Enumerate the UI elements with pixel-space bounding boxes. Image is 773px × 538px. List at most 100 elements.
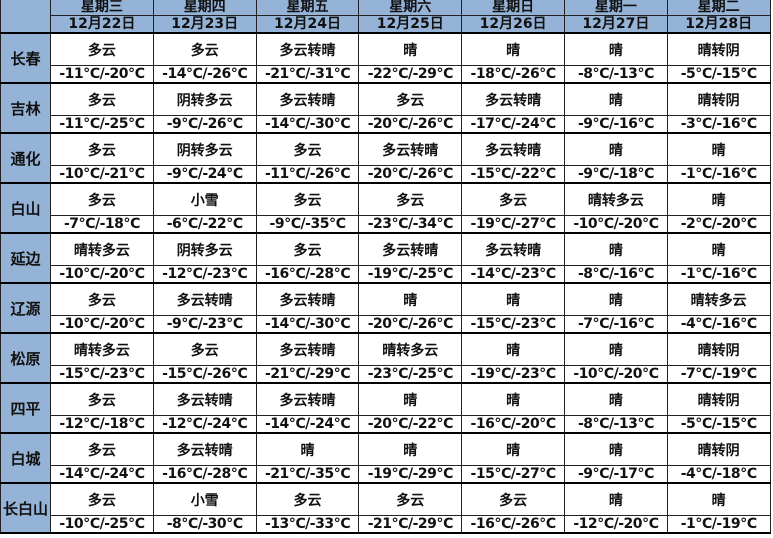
temperature-range-cell: -12℃/-20℃	[563, 515, 668, 534]
corner-cell	[0, 0, 51, 34]
weekday-header: 星期一	[563, 0, 668, 16]
date-header: 12月26日	[461, 15, 565, 34]
weekday-header: 星期六	[358, 0, 463, 16]
temperature-range-cell: -16℃/-20℃	[461, 415, 565, 434]
temperature-range-cell: -21℃/-35℃	[255, 465, 360, 484]
city-name: 吉林	[0, 82, 51, 134]
temperature-range-cell: -20℃/-26℃	[358, 315, 463, 334]
temperature-range-cell: -23℃/-25℃	[358, 365, 463, 384]
temperature-range-cell: -10℃/-21℃	[50, 165, 154, 184]
temperature-range-cell: -3℃/-16℃	[666, 115, 771, 134]
weather-condition-cell: 阴转多云	[152, 132, 257, 166]
weather-condition-cell: 晴转多云	[50, 332, 154, 366]
weather-condition-cell: 多云	[461, 482, 565, 516]
temperature-range-cell: -14℃/-24℃	[255, 415, 360, 434]
temperature-range-cell: -19℃/-23℃	[461, 365, 565, 384]
weather-condition-cell: 阴转多云	[152, 82, 257, 116]
temperature-row: -12℃/-18℃ -12℃/-24℃ -14℃/-24℃ -20℃/-22℃ -16℃…	[1, 415, 771, 434]
temperature-range-cell: -10℃/-25℃	[50, 515, 154, 534]
weather-condition-cell: 晴	[666, 132, 771, 166]
date-header: 12月23日	[152, 15, 257, 34]
date-header: 12月28日	[666, 15, 771, 34]
weather-condition-cell: 晴	[666, 182, 771, 216]
date-header: 12月27日	[563, 15, 668, 34]
weather-condition-cell: 晴	[358, 282, 463, 316]
temperature-range-cell: -11℃/-20℃	[50, 65, 154, 84]
weather-row: 延边 晴转多云 阴转多云 多云 多云转晴 多云转晴晴晴	[0, 232, 771, 284]
temperature-range-cell: -2℃/-20℃	[666, 215, 771, 234]
temperature-range-cell: -21℃/-29℃	[255, 365, 360, 384]
weather-condition-cell: 多云	[255, 182, 360, 216]
weather-condition-cell: 晴转多云	[358, 332, 463, 366]
temperature-range-cell: -7℃/-16℃	[563, 315, 668, 334]
weather-row: 长春 多云 多云 多云转晴晴晴晴晴转阴	[0, 32, 771, 84]
temperature-row: -15℃/-23℃ -15℃/-26℃ -21℃/-29℃ -23℃/-25℃ -19℃…	[1, 365, 771, 384]
weekday-header: 星期五	[255, 0, 360, 16]
city-name: 长春	[0, 32, 51, 84]
weather-condition-cell: 晴	[461, 332, 565, 366]
weather-condition-cell: 晴	[461, 282, 565, 316]
temperature-range-cell: -19℃/-29℃	[358, 465, 463, 484]
city-name: 延边	[0, 232, 51, 284]
temperature-range-cell: -20℃/-26℃	[358, 115, 463, 134]
temperature-range-cell: -14℃/-26℃	[152, 65, 257, 84]
temperature-range-cell: -1℃/-16℃	[666, 265, 771, 284]
temperature-range-cell: -1℃/-19℃	[666, 515, 771, 534]
weather-condition-cell: 多云	[50, 382, 154, 416]
temperature-range-cell: -10℃/-20℃	[50, 265, 154, 284]
weekday-header: 星期三	[50, 0, 154, 16]
temperature-range-cell: -4℃/-18℃	[666, 465, 771, 484]
city-name: 白城	[0, 432, 51, 484]
temperature-range-cell: -14℃/-30℃	[255, 115, 360, 134]
weather-condition-cell: 晴	[358, 32, 463, 66]
date-header: 12月24日	[255, 15, 360, 34]
weather-condition-cell: 晴	[563, 282, 668, 316]
weather-condition-cell: 多云	[50, 132, 154, 166]
weather-condition-cell: 多云转晴	[358, 132, 463, 166]
weather-condition-cell: 多云	[358, 82, 463, 116]
temperature-range-cell: -16℃/-26℃	[461, 515, 565, 534]
weather-condition-cell: 晴转阴	[666, 432, 771, 466]
temperature-range-cell: -15℃/-22℃	[461, 165, 565, 184]
weather-condition-cell: 多云转晴	[152, 282, 257, 316]
temperature-range-cell: -9℃/-17℃	[563, 465, 668, 484]
weather-condition-cell: 多云	[358, 482, 463, 516]
weather-row: 白山 多云 小雪 多云 多云 多云 晴转多云晴	[0, 182, 771, 234]
temperature-range-cell: -9℃/-24℃	[152, 165, 257, 184]
weather-condition-cell: 小雪	[152, 182, 257, 216]
weather-condition-cell: 多云	[152, 32, 257, 66]
temperature-range-cell: -15℃/-27℃	[461, 465, 565, 484]
weather-condition-cell: 多云	[50, 282, 154, 316]
weather-condition-cell: 晴	[666, 232, 771, 266]
temperature-range-cell: -14℃/-24℃	[50, 465, 154, 484]
temperature-range-cell: -10℃/-20℃	[563, 365, 668, 384]
temperature-range-cell: -21℃/-31℃	[255, 65, 360, 84]
weather-condition-cell: 晴转阴	[666, 82, 771, 116]
temperature-range-cell: -5℃/-15℃	[666, 415, 771, 434]
weather-condition-cell: 晴转多云	[50, 232, 154, 266]
temperature-range-cell: -20℃/-22℃	[358, 415, 463, 434]
temperature-row: -11℃/-25℃ -9℃/-26℃ -14℃/-30℃ -20℃/-26℃ -17℃/…	[1, 115, 771, 134]
weather-row: 白城 多云 多云转晴晴晴晴晴晴转阴	[0, 432, 771, 484]
weather-row: 松原 晴转多云 多云 多云转晴 晴转多云晴晴晴转阴	[0, 332, 771, 384]
temperature-row: -10℃/-25℃ -8℃/-30℃ -13℃/-33℃ -21℃/-29℃ -16℃/…	[1, 515, 771, 534]
weather-row: 辽源 多云 多云转晴 多云转晴晴晴晴晴转多云	[0, 282, 771, 334]
weekday-header: 星期二	[666, 0, 771, 16]
temperature-range-cell: -9℃/-16℃	[563, 115, 668, 134]
weather-condition-cell: 多云	[50, 32, 154, 66]
temperature-row: -10℃/-20℃ -12℃/-23℃ -16℃/-28℃ -19℃/-25℃ -14℃…	[1, 265, 771, 284]
temperature-range-cell: -12℃/-24℃	[152, 415, 257, 434]
temperature-range-cell: -14℃/-30℃	[255, 315, 360, 334]
weather-row: 吉林 多云 阴转多云 多云转晴 多云 多云转晴晴晴转阴	[0, 82, 771, 134]
temperature-range-cell: -10℃/-20℃	[563, 215, 668, 234]
weather-condition-cell: 多云	[358, 182, 463, 216]
weather-condition-cell: 多云转晴	[255, 282, 360, 316]
temperature-range-cell: -11℃/-26℃	[255, 165, 360, 184]
temperature-range-cell: -1℃/-16℃	[666, 165, 771, 184]
weather-condition-cell: 晴转多云	[563, 182, 668, 216]
weather-condition-cell: 多云	[50, 482, 154, 516]
weather-condition-cell: 多云转晴	[255, 382, 360, 416]
temperature-range-cell: -6℃/-22℃	[152, 215, 257, 234]
temperature-range-cell: -14℃/-23℃	[461, 265, 565, 284]
city-name: 四平	[0, 382, 51, 434]
